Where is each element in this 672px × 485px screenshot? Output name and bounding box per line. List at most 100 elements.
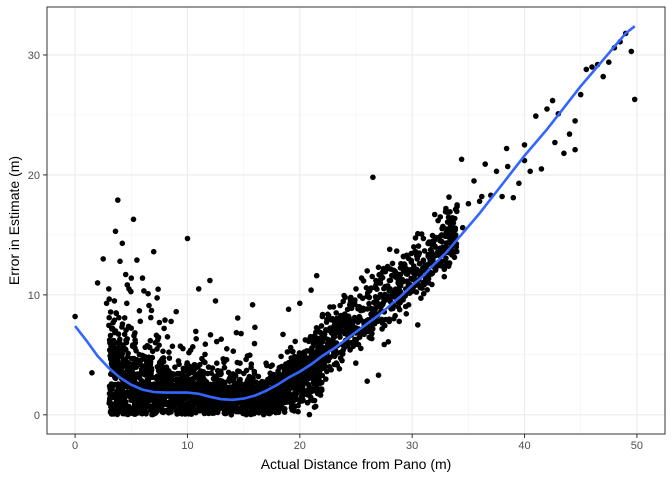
data-point [173, 308, 179, 315]
data-point [198, 403, 205, 410]
data-point [437, 214, 444, 220]
data-point [161, 399, 167, 406]
data-point [403, 252, 410, 259]
data-point [415, 243, 422, 249]
data-point [288, 397, 295, 404]
data-point [389, 260, 396, 267]
data-point [381, 294, 387, 301]
data-point [444, 226, 450, 232]
data-point [369, 312, 376, 319]
data-point [313, 272, 320, 279]
data-point [239, 406, 245, 413]
data-point [366, 294, 372, 300]
x-tick-label: 0 [72, 440, 78, 452]
data-point [193, 336, 199, 342]
data-point [367, 335, 374, 341]
data-point [313, 325, 320, 331]
data-point [184, 235, 191, 242]
data-point [148, 314, 154, 321]
data-point [107, 332, 114, 339]
data-point [392, 286, 399, 293]
data-point [330, 304, 337, 310]
data-point [127, 368, 134, 375]
data-point [385, 339, 392, 345]
data-point [210, 388, 216, 394]
data-point [375, 372, 382, 379]
data-point [427, 253, 433, 260]
data-point [305, 387, 311, 393]
data-point [373, 277, 379, 284]
data-point [192, 373, 198, 380]
data-point [213, 338, 220, 345]
data-point [369, 273, 376, 280]
data-point [106, 400, 112, 407]
data-point [418, 295, 424, 302]
data-point [285, 390, 291, 397]
data-point [504, 163, 511, 170]
data-point [275, 409, 282, 416]
data-point [403, 311, 410, 317]
data-point [342, 311, 348, 317]
data-point [420, 290, 427, 297]
data-point [391, 315, 397, 322]
data-point [293, 392, 299, 399]
x-axis-title: Actual Distance from Pano (m) [261, 456, 452, 472]
data-point [148, 383, 154, 389]
data-point [125, 354, 131, 360]
data-point [372, 294, 379, 300]
data-point [169, 372, 175, 378]
data-point [122, 271, 129, 278]
data-point [331, 333, 337, 340]
data-point [243, 391, 250, 398]
data-point [166, 401, 173, 407]
data-point [364, 378, 371, 385]
data-point [287, 344, 294, 351]
data-point [421, 248, 428, 254]
data-point [115, 384, 121, 390]
data-point [227, 384, 233, 390]
data-point [188, 411, 195, 417]
data-point [302, 337, 309, 343]
data-point [111, 364, 118, 371]
x-tick-label: 20 [294, 440, 306, 452]
data-point [161, 325, 167, 332]
data-point [305, 374, 312, 380]
data-point [120, 396, 126, 403]
data-point [358, 345, 364, 352]
data-point [418, 283, 425, 289]
data-point [244, 378, 251, 384]
data-point [415, 322, 421, 328]
data-point [138, 377, 145, 384]
data-point [144, 342, 151, 349]
data-point [263, 360, 269, 367]
data-point [234, 359, 241, 366]
data-point [209, 365, 216, 371]
data-point [448, 234, 455, 241]
data-point [223, 409, 230, 415]
data-point [165, 392, 172, 399]
data-point [441, 266, 448, 273]
data-point [155, 374, 161, 381]
data-point [341, 292, 347, 299]
data-point [415, 230, 421, 237]
data-point [119, 240, 126, 247]
data-point [312, 403, 319, 410]
data-point [402, 303, 409, 310]
data-point [166, 355, 173, 361]
data-point [561, 150, 567, 157]
data-point [459, 224, 466, 231]
data-point [440, 223, 446, 230]
data-point [192, 399, 198, 406]
data-point [271, 374, 278, 380]
data-point [347, 296, 354, 303]
data-point [89, 370, 95, 376]
data-point [311, 397, 318, 404]
data-point [214, 367, 221, 374]
data-point [142, 372, 148, 378]
data-point [324, 340, 331, 347]
data-point [566, 131, 573, 137]
data-point [217, 371, 224, 378]
data-point [147, 392, 154, 398]
data-point [132, 330, 138, 336]
data-point [267, 363, 274, 370]
